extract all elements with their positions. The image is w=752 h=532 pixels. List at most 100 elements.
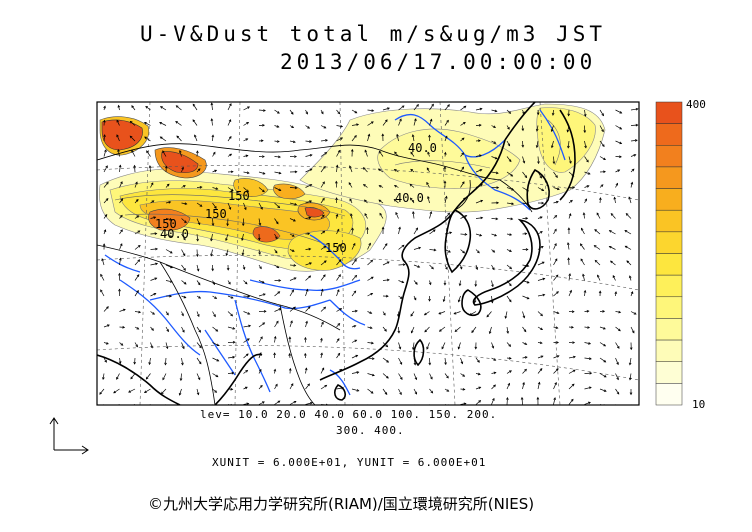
- colorbar-max-label: 400: [686, 98, 706, 111]
- wind-vector-head: [462, 121, 466, 125]
- wind-vector-head: [307, 306, 311, 309]
- wind-vector-head: [151, 200, 155, 203]
- wind-vector-head: [537, 381, 541, 385]
- wind-vector-head: [262, 123, 265, 127]
- wind-vector-head: [541, 201, 545, 205]
- wind-vector: [320, 139, 328, 142]
- wind-vector-head: [356, 371, 360, 374]
- wind-vector-head: [492, 249, 496, 253]
- wind-vector-head: [410, 313, 414, 317]
- wind-vector: [460, 122, 466, 126]
- wind-vector: [351, 355, 358, 359]
- wind-vector-head: [524, 356, 528, 359]
- wind-vector: [119, 181, 123, 188]
- wind-vector-head: [341, 386, 345, 390]
- wind-vector-head: [119, 214, 123, 218]
- wind-vector-head: [118, 164, 122, 168]
- wind-vector: [117, 149, 120, 157]
- wind-vector-head: [116, 134, 119, 138]
- wind-vector: [305, 109, 308, 115]
- wind-vector: [351, 124, 359, 126]
- wind-vector-head: [169, 294, 173, 298]
- wind-vector-head: [379, 212, 383, 216]
- wind-vector-head: [430, 390, 434, 394]
- wind-vector: [363, 184, 368, 188]
- wind-vector-head: [100, 289, 103, 293]
- wind-vector: [474, 295, 477, 303]
- wind-vector: [274, 125, 279, 128]
- wind-vector-head: [457, 299, 461, 303]
- wind-vector: [103, 324, 110, 328]
- wind-vector: [599, 109, 604, 116]
- graticule: [97, 102, 639, 405]
- wind-vector-head: [496, 201, 500, 205]
- wind-vector: [212, 202, 217, 209]
- wind-vector-head: [337, 149, 341, 153]
- wind-vector: [227, 326, 235, 330]
- wind-vector: [610, 213, 616, 219]
- wind-vector-head: [567, 113, 571, 117]
- wind-vector-head: [169, 280, 173, 283]
- wind-vector-head: [288, 352, 292, 356]
- wind-vector-head: [474, 284, 478, 287]
- wind-vector: [398, 244, 405, 250]
- wind-vector: [161, 388, 167, 395]
- wind-vector-head: [122, 308, 126, 312]
- wind-vector-head: [493, 371, 497, 375]
- wind-vector-head: [199, 345, 202, 349]
- wind-vector: [351, 339, 357, 343]
- wind-vector-head: [364, 213, 368, 216]
- wind-vector-head: [211, 223, 215, 227]
- wind-vector: [522, 264, 529, 267]
- wind-vector: [150, 311, 155, 315]
- wind-vector: [394, 169, 399, 173]
- wind-vector: [584, 357, 592, 360]
- wind-vector: [568, 290, 572, 297]
- wind-vector: [458, 342, 461, 349]
- wind-vector: [129, 135, 136, 142]
- wind-vector: [378, 168, 384, 173]
- wind-vector-head: [305, 320, 308, 324]
- wind-vector: [274, 171, 281, 174]
- wind-vector-head: [583, 289, 587, 293]
- wind-vector-head: [195, 254, 199, 258]
- wind-vector-head: [320, 352, 323, 356]
- wind-vector-head: [179, 378, 183, 382]
- wind-vector: [367, 134, 370, 142]
- wind-vector-head: [262, 293, 266, 296]
- wind-vector: [491, 109, 497, 112]
- wind-vector: [150, 293, 156, 297]
- wind-vector: [412, 134, 415, 142]
- wind-vector-head: [618, 328, 621, 332]
- wind-vector: [491, 233, 497, 237]
- wind-vector: [211, 103, 213, 111]
- wind-vector: [584, 171, 591, 175]
- wind-vector-head: [293, 306, 296, 310]
- wind-vector: [367, 388, 374, 394]
- wind-vector-head: [601, 129, 604, 133]
- wind-vector: [537, 294, 545, 297]
- wind-vector-head: [273, 368, 277, 372]
- wind-vector-head: [441, 346, 445, 350]
- wind-vector: [243, 155, 248, 157]
- colorbar-swatch: [655, 188, 683, 211]
- wind-vector: [258, 109, 266, 111]
- wind-vector: [486, 311, 492, 318]
- copyright-credit: ©九州大学応用力学研究所(RIAM)/国立環境研究所(NIES): [148, 495, 535, 513]
- wind-vector: [243, 325, 251, 328]
- wind-vector-head: [133, 361, 137, 365]
- wind-vector: [506, 326, 509, 334]
- wind-vector: [413, 388, 417, 395]
- wind-vector: [196, 202, 203, 207]
- wind-vector-head: [539, 231, 543, 234]
- wind-vector: [444, 249, 451, 253]
- wind-vector-head: [113, 390, 116, 394]
- wind-vector-head: [290, 320, 293, 324]
- wind-vector-head: [477, 372, 481, 376]
- wind-vector-head: [539, 341, 543, 345]
- wind-vector-head: [541, 188, 545, 191]
- wind-vector-head: [129, 135, 133, 139]
- wind-vector: [491, 398, 495, 405]
- wind-vector: [624, 230, 632, 235]
- wind-vector-head: [556, 355, 560, 358]
